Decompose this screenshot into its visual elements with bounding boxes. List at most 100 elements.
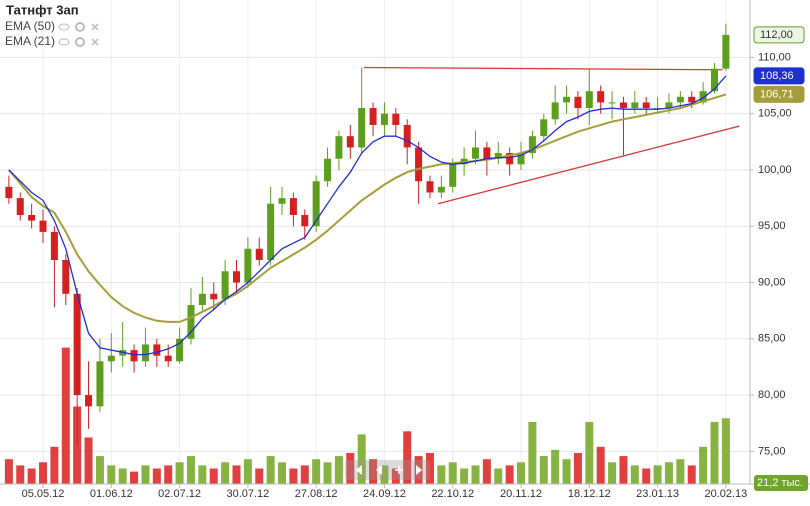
volume-bar [642,468,651,484]
chart-title: Татнфт 3ап [6,2,79,17]
legend-label: EMA (21) [5,34,55,48]
volume-bar [255,468,264,484]
volume-bar [84,437,93,484]
candle-body [346,136,354,148]
candle-body [39,220,47,232]
volume-bar [380,465,389,484]
candle-body [16,198,24,215]
candle-body [324,158,332,182]
volume-bar [27,468,36,484]
candle-body [289,198,297,215]
candle-body [380,113,388,125]
candle-body [358,108,366,148]
x-tick-label: 24.09.12 [363,488,406,500]
ema-line [8,75,727,356]
candle-body [176,338,184,362]
candle-body [244,248,252,283]
legend: EMA (50)EMA (21) [5,19,99,48]
candle-body [107,355,115,362]
volume-bar [232,465,241,484]
ema-tag-text: 106,71 [760,88,794,100]
candle-body [62,260,70,294]
volume-bar [460,468,469,484]
volume-bar [403,431,412,484]
candle-body [221,271,229,300]
candle-body [574,96,582,109]
navigator[interactable] [345,460,430,480]
candle-body [676,96,684,103]
volume-bar [391,468,400,484]
volume-bar [118,468,127,484]
y-tick-label: 105,00 [758,108,792,120]
legend-gear-icon[interactable] [75,37,85,47]
volume-bar [505,465,514,484]
candle-body [608,102,616,104]
candle-body [688,96,696,103]
x-tick-label: 27.08.12 [295,488,338,500]
candle-body [585,91,593,109]
x-tick-label: 18.12.12 [568,488,611,500]
volume-bar [448,462,457,484]
volume-bar [596,446,605,484]
volume-bar [517,462,526,484]
volume-bar [653,465,662,484]
volume-bar [608,462,617,484]
candle-body [631,102,639,109]
candle-body [437,186,445,193]
volume-bar [562,459,571,484]
legend-eye-icon[interactable] [58,23,70,31]
candle-body [597,91,605,103]
candle-body [722,34,730,69]
volume-bar [175,462,184,484]
ema-tag-text: 108,36 [760,70,794,82]
volume-bar [664,462,673,484]
trend-line [437,125,740,205]
axis-layer: 75,00 80,00 85,00 90,00 95,00 100,00 105,00 110… [22,26,808,500]
volume-bar [710,422,719,484]
y-tick-label: 90,00 [758,276,786,288]
volume-bar [334,456,343,484]
volume-bar [573,453,582,484]
legend-close-icon[interactable] [91,23,99,31]
candle-body [210,293,218,300]
volume-bar [323,462,332,484]
trend-line [363,66,723,71]
candle-body [506,153,514,165]
candle-body [563,96,571,103]
y-tick-label: 85,00 [758,333,786,345]
volume-bar [278,462,287,484]
candle-body [312,181,320,227]
volume-bar [198,465,207,484]
ema-tag: 106,71 [753,85,805,103]
x-tick-label: 22.10.12 [431,488,474,500]
candle-body [415,147,423,182]
volume-bar [619,456,628,484]
volume-bar [130,471,139,484]
volume-bar [369,459,378,484]
legend-eye-icon[interactable] [58,38,70,46]
volume-bar [16,465,25,484]
candle-body [164,355,172,362]
x-tick-label: 20.02.13 [704,488,747,500]
legend-close-icon[interactable] [91,38,99,46]
candle-body [232,271,240,283]
navigator-plus[interactable] [395,466,403,474]
candle-body [278,198,286,204]
candle-body [96,361,104,407]
volume-bar [551,449,560,484]
volume-bar [164,465,173,484]
grid-layer [0,0,750,484]
volume-bar [699,446,708,484]
volume-bar [95,456,104,484]
volume-bar [186,456,195,484]
candle-body [187,305,195,339]
volume-bar [437,465,446,484]
legend-gear-icon[interactable] [75,22,85,32]
volume-bar [50,446,59,484]
x-tick-label: 23.01.13 [636,488,679,500]
candle-body [642,102,650,109]
volume-bar [630,465,639,484]
volume-bar [425,453,434,484]
candle-body [130,350,138,362]
